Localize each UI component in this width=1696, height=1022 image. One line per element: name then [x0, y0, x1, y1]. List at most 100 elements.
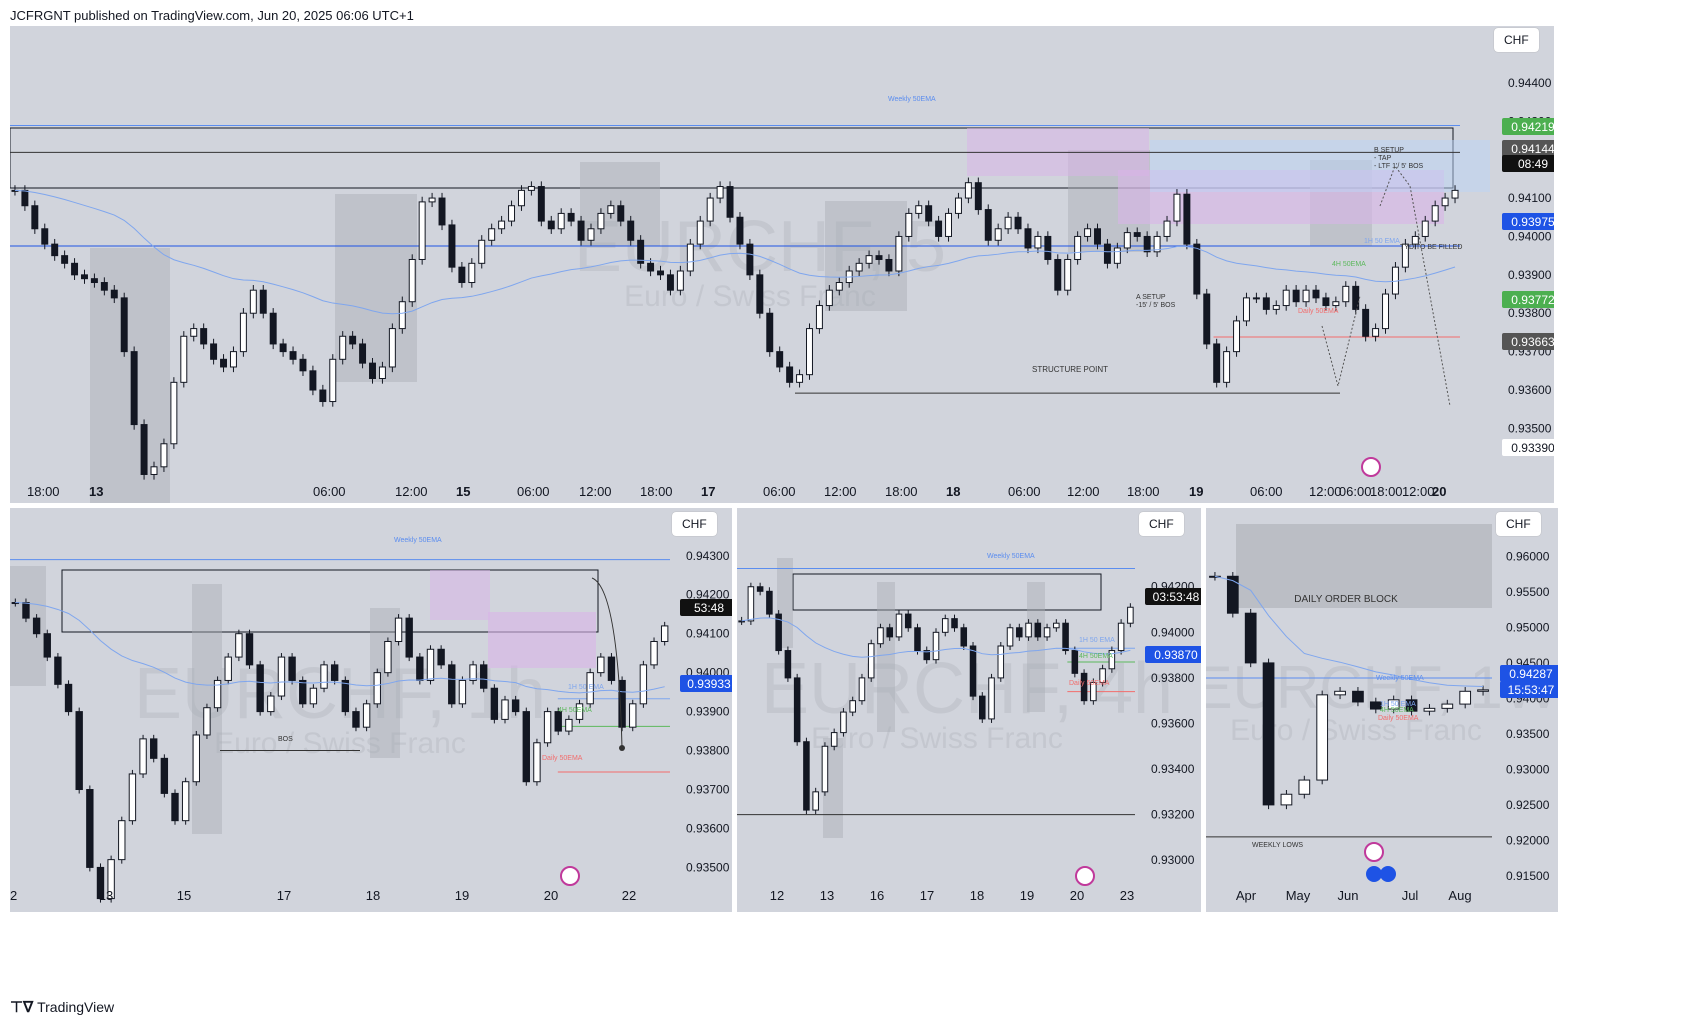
price-tick-label: 0.93800 [1151, 671, 1195, 685]
annotation-weekly-lows: WEEKLY LOWS [1252, 842, 1303, 849]
watermark-name: Euro / Swiss Franc [214, 727, 466, 760]
candle-body [647, 262, 655, 272]
candle-body [96, 866, 105, 900]
candle-body [130, 351, 138, 426]
projection-path-b [1379, 164, 1451, 407]
candle-body [1024, 228, 1032, 249]
ema-line [741, 617, 1131, 658]
candle-body [1117, 622, 1125, 652]
time-tick-label: Jul [1402, 888, 1419, 903]
candle-body [1223, 351, 1231, 383]
w1-chart-svg[interactable]: EURCHF, 1W Euro / Swiss Franc DAILY ORDE… [1206, 508, 1558, 912]
candle-body [299, 679, 307, 705]
candle-body [960, 627, 968, 647]
h1-chart-panel[interactable]: EURCHF, 1h Euro / Swiss Franc Weekly 50E… [10, 508, 732, 912]
candle-body [320, 664, 328, 689]
candle-body [1242, 297, 1250, 322]
candle-body [1352, 690, 1364, 703]
candle-body [1292, 289, 1300, 303]
candle-body [1280, 793, 1293, 806]
candle-body [543, 711, 552, 744]
candle-body [1062, 622, 1069, 652]
h4-chart-panel[interactable]: EURCHF, 4h Euro / Swiss Franc Weekly 50E… [737, 508, 1201, 912]
watermark-name: Euro / Swiss Franc [624, 280, 876, 313]
candle-body [587, 228, 595, 241]
currency-button[interactable]: CHF [672, 512, 717, 536]
candle-body [597, 656, 605, 674]
price-tag [1502, 439, 1554, 456]
ema-line [15, 602, 665, 694]
candle-body [448, 664, 456, 705]
candle-body [81, 274, 88, 280]
candle-body [1016, 627, 1023, 638]
w1-chart-panel[interactable]: EURCHF, 1W Euro / Swiss Franc DAILY ORDE… [1206, 508, 1558, 912]
price-tag-label: 0.93870 [1154, 648, 1198, 662]
currency-button[interactable]: CHF [1139, 512, 1184, 536]
main-chart-svg[interactable]: EURCHF, 5 Euro / Swiss Franc Weekly 50EM… [10, 26, 1554, 503]
candle-body [858, 677, 866, 702]
alert-icon [560, 866, 580, 886]
currency-button[interactable]: CHF [1496, 512, 1541, 536]
candle-body [41, 228, 49, 245]
time-tick-label: 15 [456, 484, 470, 499]
consolidation-zone [10, 566, 46, 686]
candle-body [1053, 622, 1060, 629]
candle-body [1183, 193, 1191, 245]
candle-body [277, 656, 286, 697]
price-tick-label: 0.94300 [686, 549, 730, 563]
candle-body [51, 243, 59, 257]
candle-body [1004, 216, 1012, 230]
candle-body [478, 239, 486, 264]
candle-body [1014, 216, 1022, 230]
candle-body [249, 289, 257, 314]
h1-chart-svg[interactable]: EURCHF, 1h Euro / Swiss Franc Weekly 50E… [10, 508, 732, 912]
candle-body [150, 738, 158, 759]
candle-body [1316, 694, 1329, 781]
candle-body [997, 645, 1005, 679]
candle-body [229, 351, 237, 368]
candle-body [1362, 308, 1370, 337]
time-tick-label: Aug [1448, 888, 1471, 903]
candle-body [1352, 285, 1360, 310]
alert-icon [1361, 457, 1381, 477]
candle-body [437, 648, 445, 666]
candle-body [1113, 247, 1121, 264]
candle-body [64, 683, 73, 713]
candle-body [522, 711, 530, 783]
candle-body [469, 664, 477, 681]
h4-chart-svg[interactable]: EURCHF, 4h Euro / Swiss Franc Weekly 50E… [737, 508, 1201, 912]
tradingview-logo-icon: ⊤∇ [10, 999, 34, 1016]
candle-body [120, 297, 128, 353]
candle-body [1312, 289, 1320, 299]
annotation-weekly-ema: Weekly 50EMA [1376, 675, 1424, 682]
price-tick-label: 0.94100 [686, 627, 730, 641]
candle-body [352, 711, 360, 728]
currency-button[interactable]: CHF [1494, 28, 1539, 52]
price-tag [1502, 213, 1554, 230]
candle-body [935, 220, 943, 237]
consolidation-zone [877, 582, 895, 732]
candle-body [1074, 235, 1082, 260]
candle-body [1025, 622, 1032, 638]
candle-body [932, 631, 940, 661]
candle-body [107, 859, 115, 900]
candle-body [941, 618, 949, 633]
time-tick-label: 12:00 [824, 484, 857, 499]
candle-body [267, 695, 275, 713]
candle-body [1401, 243, 1409, 268]
annotation-daily-ema: Daily 50EMA [1069, 680, 1110, 687]
candle-body [904, 613, 912, 629]
annotation-4h-ema: 4H 50EMA [1332, 261, 1366, 268]
candle-body [945, 212, 953, 237]
candle-body [925, 205, 933, 222]
time-tick-label: 18:00 [1370, 484, 1403, 499]
candle-body [954, 197, 962, 214]
candle-body [1193, 243, 1201, 295]
annotation-weekly-ema: Weekly 50EMA [888, 96, 936, 103]
price-tag-label: 0.94144 [1511, 142, 1554, 156]
candle-body [1233, 320, 1241, 353]
candle-body [21, 189, 29, 207]
candle-body [192, 734, 200, 783]
main-chart-panel[interactable]: EURCHF, 5 Euro / Swiss Franc Weekly 50EM… [10, 26, 1554, 503]
candle-body [1387, 699, 1400, 710]
